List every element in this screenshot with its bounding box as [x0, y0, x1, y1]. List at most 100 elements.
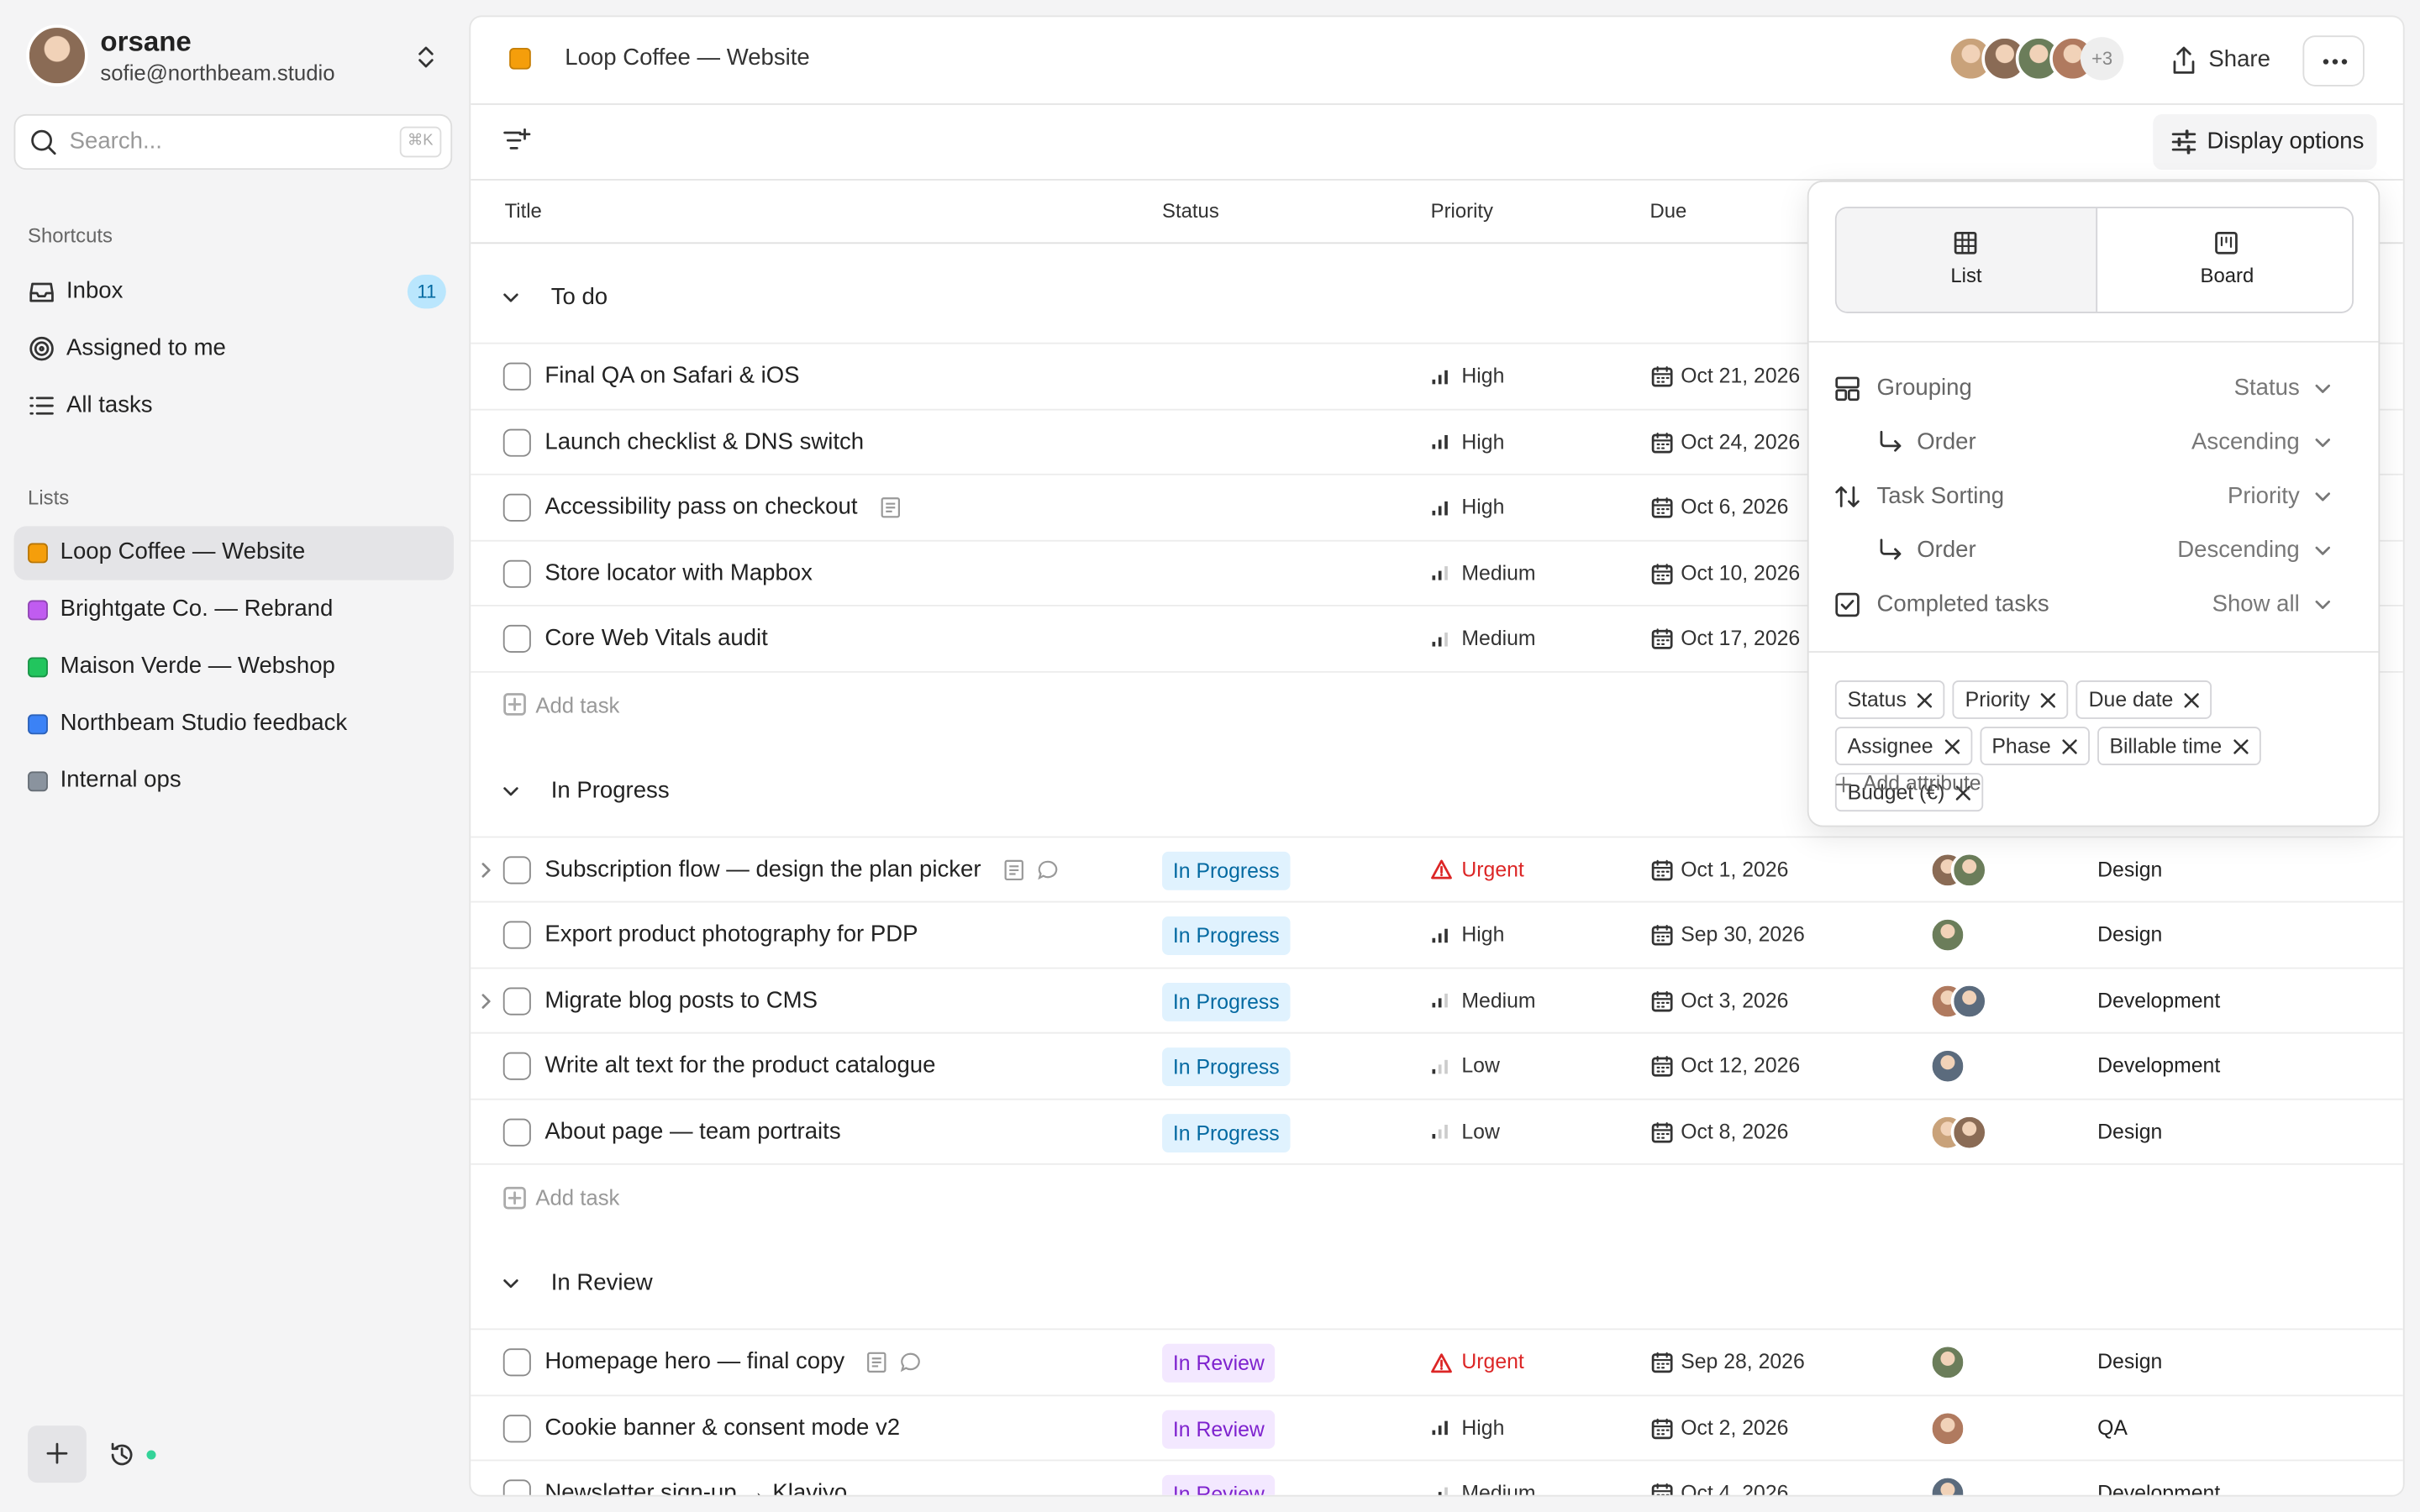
attribute-chip[interactable]: Billable time	[2096, 727, 2261, 766]
add-task[interactable]: Add task	[471, 1163, 2403, 1230]
task-title: Subscription flow — design the plan pick…	[544, 855, 981, 882]
icon-part	[46, 1442, 68, 1464]
task-title: Write alt text for the product catalogue	[544, 1052, 936, 1079]
more-button[interactable]	[2302, 35, 2365, 87]
checkbox[interactable]	[502, 624, 531, 653]
avatar	[1950, 982, 1988, 1020]
icon	[1651, 990, 1673, 1011]
group-header[interactable]: In Progress	[471, 737, 2403, 836]
task-title-wrap: Core Web Vitals audit	[544, 623, 767, 654]
checkbox[interactable]	[502, 1052, 531, 1080]
remove-attribute[interactable]	[1944, 738, 1960, 753]
phase: Development	[2097, 1053, 2221, 1078]
setting-row[interactable]: Order Ascending	[1809, 420, 2379, 466]
remove-attribute[interactable]	[2062, 738, 2077, 753]
icon-part	[1835, 592, 1860, 617]
checkbox[interactable]	[502, 1414, 531, 1442]
group-header[interactable]: To do	[471, 244, 2403, 343]
list-item[interactable]: Brightgate Co. — Rebrand	[14, 583, 454, 637]
search-box[interactable]: Search... ⌘K	[13, 113, 453, 171]
add-attribute[interactable]: Add attribute	[1835, 769, 2020, 800]
attribute-label: Billable time	[2109, 734, 2223, 758]
task-row[interactable]: Store locator with Mapbox Medium Oct 10, 2…	[471, 538, 2403, 605]
task-row[interactable]: Homepage hero — final copy In Review Urgen…	[471, 1328, 2403, 1394]
priority: High	[1461, 429, 1505, 454]
view-switcher: List Board	[1834, 207, 2354, 313]
expand-toggle	[480, 862, 492, 877]
icon-part	[2315, 492, 2331, 501]
icon-part	[2215, 231, 2238, 254]
icon	[2312, 378, 2333, 400]
setting-row[interactable]: Completed tasks Show all	[1809, 581, 2379, 627]
attribute-chip[interactable]: Due date	[2075, 680, 2212, 719]
checkbox[interactable]	[502, 1479, 531, 1495]
icon-part	[418, 46, 434, 68]
list-item[interactable]: Maison Verde — Webshop	[14, 640, 454, 694]
task-row[interactable]: Write alt text for the product catalogue…	[471, 1032, 2403, 1098]
task-row[interactable]: Newsletter sign-up → Klaviyo In Review Med…	[471, 1459, 2403, 1495]
task-row[interactable]: Launch checklist & DNS switch High Oct 24,…	[471, 407, 2403, 474]
icon-part	[901, 1352, 921, 1373]
shortcut-item[interactable]: Inbox 11	[14, 265, 454, 318]
icon-part	[2332, 59, 2338, 65]
remove-attribute[interactable]	[2041, 692, 2056, 707]
icon	[502, 288, 520, 307]
checkbox[interactable]	[502, 1348, 531, 1377]
view-option[interactable]: List	[1836, 207, 2096, 312]
setting-row[interactable]: Grouping Status	[1809, 365, 2379, 412]
checkbox[interactable]	[502, 986, 531, 1015]
display-options-button[interactable]: Display options	[2153, 113, 2377, 171]
status-badge: In Review	[1162, 1474, 1276, 1495]
setting-row[interactable]: Task Sorting Priority	[1809, 474, 2379, 520]
task-row[interactable]: Accessibility pass on checkout High Oct 6,…	[471, 473, 2403, 539]
due-date: Sep 30, 2026	[1681, 922, 1805, 946]
task-row[interactable]: Migrate blog posts to CMS In Progress Medi…	[471, 966, 2403, 1032]
remove-attribute[interactable]	[1955, 785, 1971, 800]
list-item[interactable]: Internal ops	[14, 754, 454, 808]
task-row[interactable]: Final QA on Safari & iOS High Oct 21, 2026	[471, 342, 2403, 408]
new-button[interactable]	[28, 1425, 87, 1483]
task-row[interactable]: About page — team portraits In Progress Lo…	[471, 1097, 2403, 1163]
add-task[interactable]: Add task	[471, 670, 2403, 737]
account-switch	[415, 45, 437, 69]
icon-part	[39, 345, 45, 352]
shortcut-item[interactable]: All tasks	[14, 380, 454, 432]
list-item[interactable]: Northbeam Studio feedback	[14, 697, 454, 751]
setting-row[interactable]: Order Descending	[1809, 528, 2379, 574]
group-header[interactable]: In Review	[471, 1230, 2403, 1329]
view-option[interactable]: Board	[2096, 207, 2352, 312]
checkbox[interactable]	[502, 428, 531, 456]
attribute-chip[interactable]: Phase	[1979, 727, 2090, 766]
shortcut-item[interactable]: Assigned to me	[14, 323, 454, 375]
list-item[interactable]: Loop Coffee — Website	[13, 526, 455, 580]
search-placeholder: Search...	[69, 128, 162, 155]
checkbox[interactable]	[502, 1117, 531, 1146]
task-row[interactable]: Subscription flow — design the plan pick…	[471, 835, 2403, 901]
task-row[interactable]: Export product photography for PDP In Pro…	[471, 900, 2403, 967]
remove-attribute[interactable]	[2184, 692, 2199, 707]
task-title: Cookie banner & consent mode v2	[544, 1414, 901, 1441]
attribute-chip[interactable]: Assignee	[1834, 727, 1972, 766]
checkbox[interactable]	[502, 921, 531, 949]
task-row[interactable]: Core Web Vitals audit Medium Oct 17, 2026	[471, 605, 2403, 670]
remove-attribute[interactable]	[2233, 738, 2248, 753]
setting-label: Grouping	[1876, 375, 1972, 402]
checkbox[interactable]	[502, 855, 531, 884]
attribute-chip[interactable]: Status	[1834, 680, 1945, 719]
checkbox[interactable]	[502, 362, 531, 391]
share-button[interactable]: Share	[2160, 35, 2283, 85]
main-panel: Loop Coffee — Website +3 Share Display opti…	[469, 15, 2405, 1497]
icon-part	[1652, 990, 1673, 1007]
icon-part	[1444, 501, 1448, 515]
phase: Development	[2097, 988, 2221, 1011]
checkbox[interactable]	[502, 493, 531, 522]
attribute-chip[interactable]: Budget (€)	[1834, 773, 1984, 812]
icon-part	[46, 1442, 68, 1464]
remove-attribute[interactable]	[1918, 692, 1933, 707]
attribute-chip[interactable]: Priority	[1952, 680, 2069, 719]
icon-part	[503, 786, 518, 795]
task-title-wrap: Write alt text for the product catalogue	[544, 1051, 935, 1082]
checkbox[interactable]	[502, 559, 531, 587]
task-row[interactable]: Cookie banner & consent mode v2 In Review…	[471, 1394, 2403, 1459]
icon	[1835, 775, 1852, 792]
